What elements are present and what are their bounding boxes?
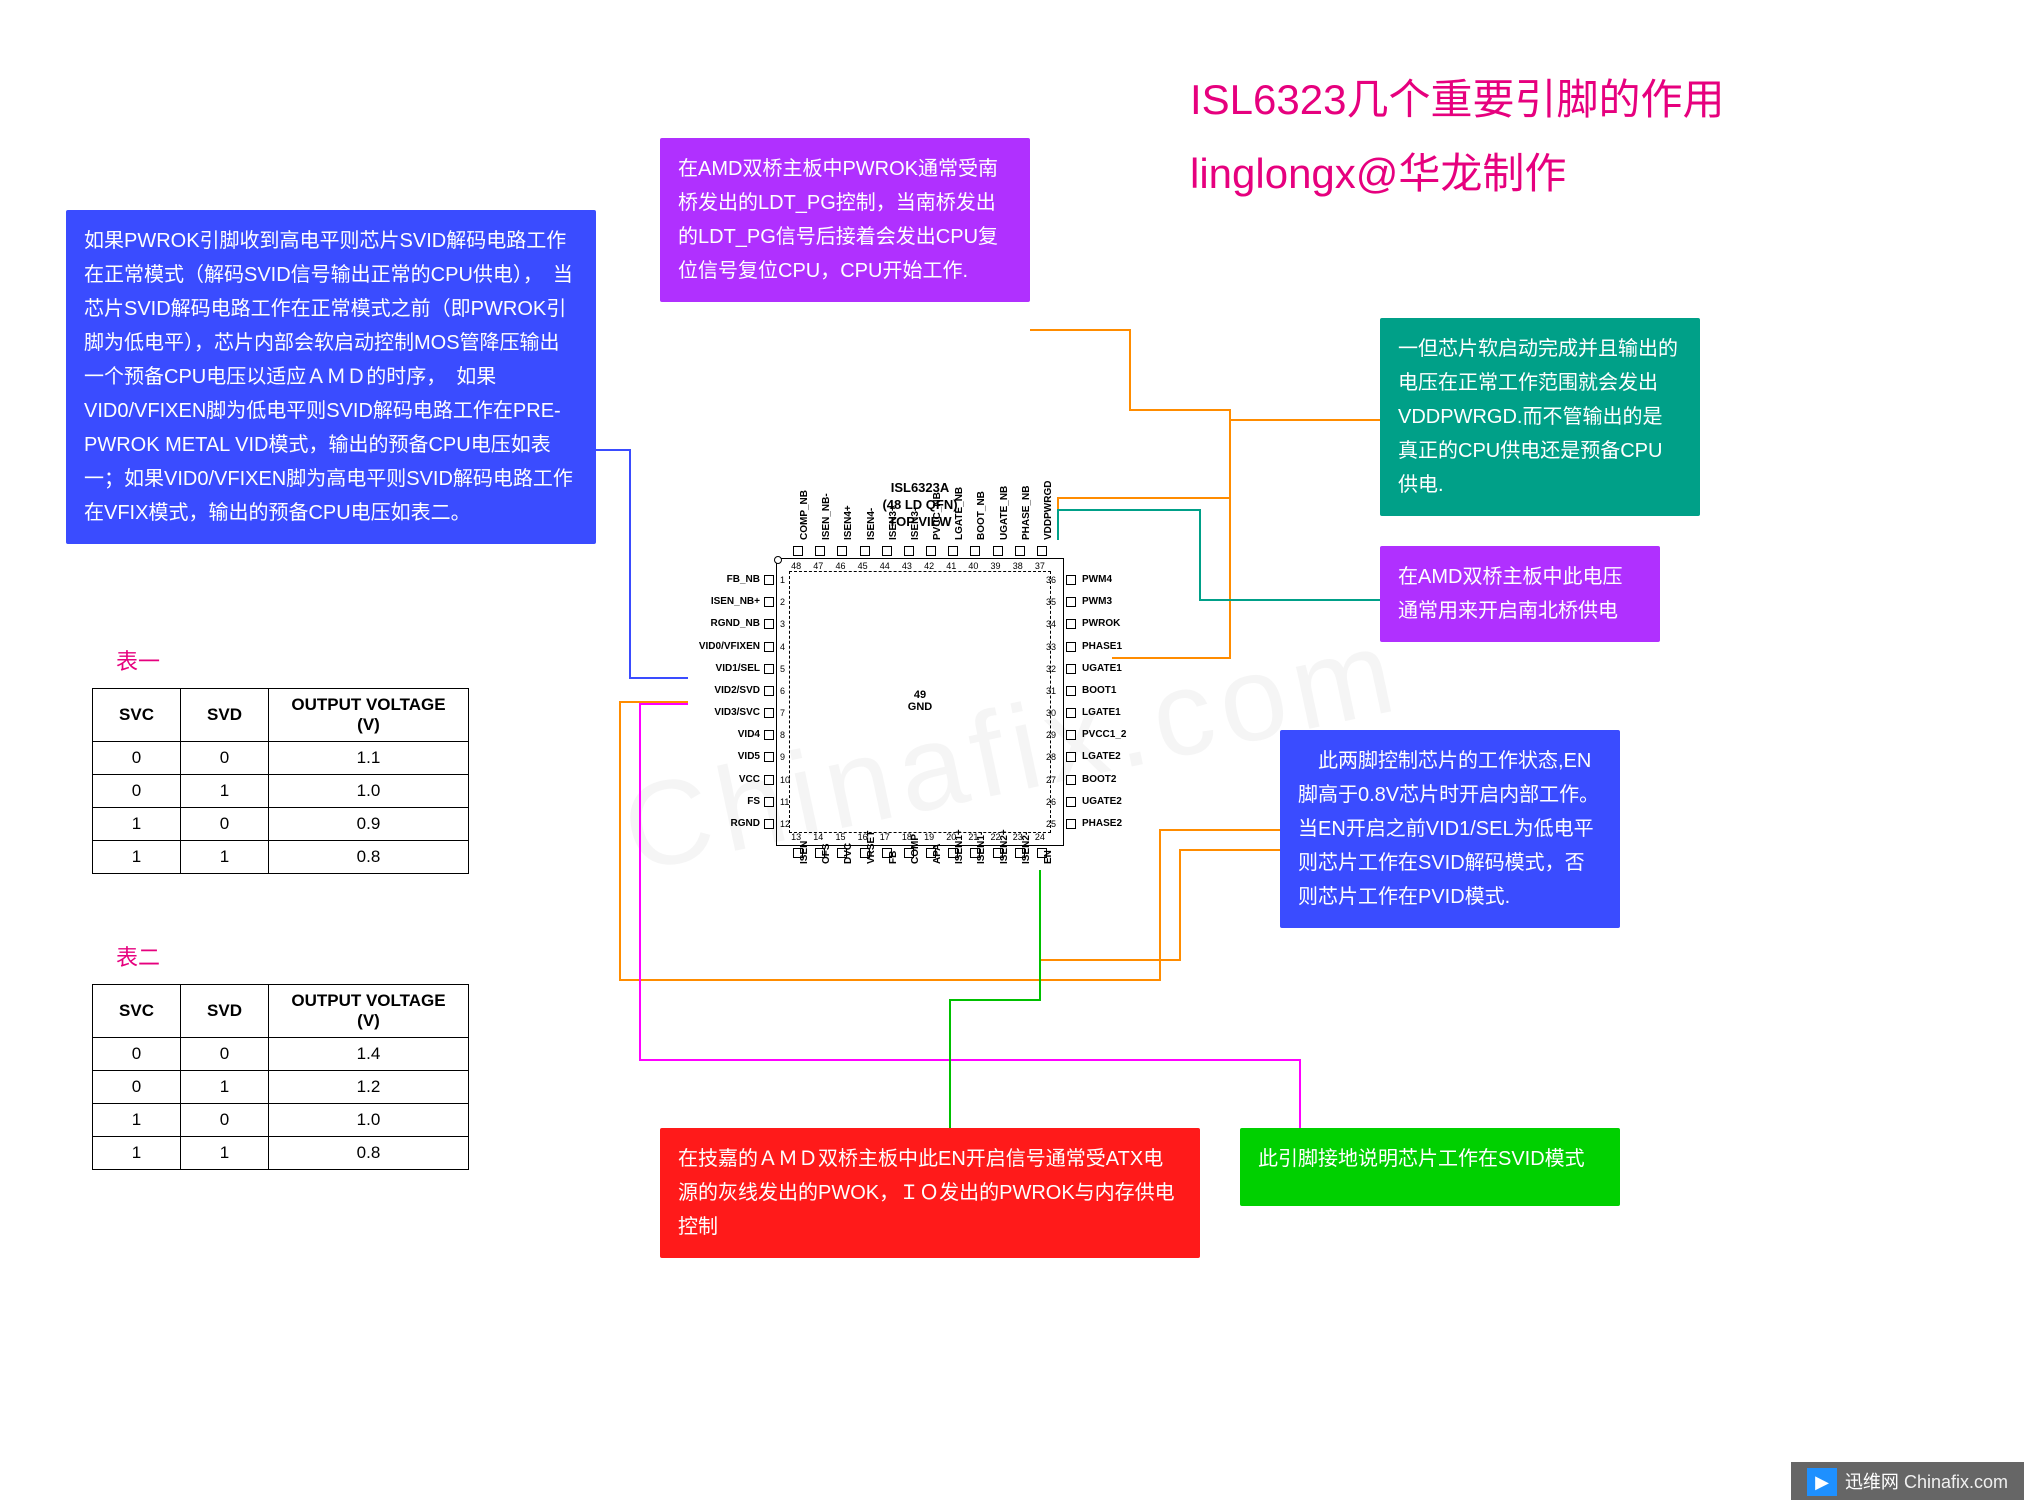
table-1: SVCSVDOUTPUT VOLTAGE (V) 001.1 011.0 100…: [92, 688, 469, 874]
chip-diagram: ISL6323A (48 LD QFN) TOP VIEW 49GND 1 FB…: [660, 480, 1180, 1040]
chip-name: ISL6323A: [660, 480, 1180, 497]
callout-pwrok-purple: 在AMD双桥主板中PWROK通常受南桥发出的LDT_PG控制，当南桥发出的LDT…: [660, 138, 1030, 302]
table-2: SVCSVDOUTPUT VOLTAGE (V) 001.4 011.2 101…: [92, 984, 469, 1170]
callout-en-blue: 此两脚控制芯片的工作状态,EN脚高于0.8V芯片时开启内部工作。当EN开启之前V…: [1280, 730, 1620, 928]
table2-label: 表二: [116, 940, 160, 972]
callout-pwrok-blue: 如果PWROK引脚收到高电平则芯片SVID解码电路工作在正常模式（解码SVID信…: [66, 210, 596, 544]
footer-watermark: ▶迅维网 Chinafix.com: [1791, 1462, 2024, 1500]
callout-vddpwrgd-teal: 一但芯片软启动完成并且输出的电压在正常工作范围就会发出VDDPWRGD.而不管输…: [1380, 318, 1700, 516]
page-title-1: ISL6323几个重要引脚的作用: [1190, 66, 1724, 133]
chip-body: 49GND: [776, 558, 1064, 846]
callout-vddpwrgd-purple: 在AMD双桥主板中此电压通常用来开启南北桥供电: [1380, 546, 1660, 642]
callout-svid-green: 此引脚接地说明芯片工作在SVID模式: [1240, 1128, 1620, 1206]
page-title-2: linglongx@华龙制作: [1190, 140, 1566, 207]
table1-label: 表一: [116, 644, 160, 676]
callout-en-red: 在技嘉的ＡＭＤ双桥主板中此EN开启信号通常受ATX电源的灰线发出的PWOK，ＩＯ…: [660, 1128, 1200, 1258]
